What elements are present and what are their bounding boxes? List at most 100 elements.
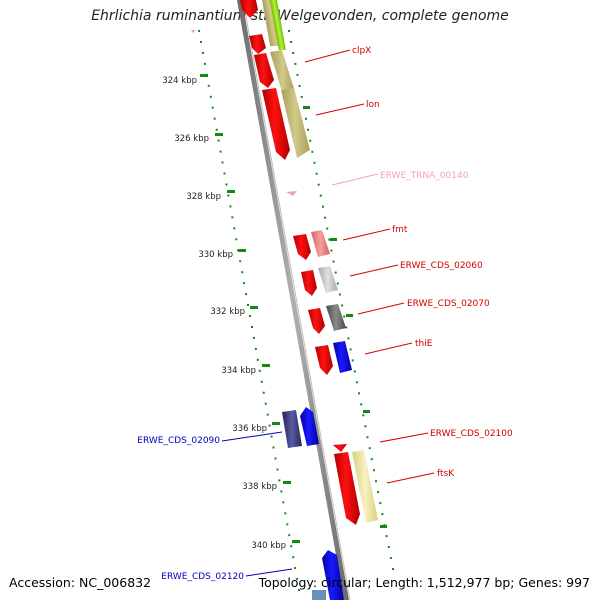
ruler-dot <box>343 315 346 318</box>
gene-fmt[interactable] <box>293 230 330 260</box>
ruler <box>200 74 300 543</box>
ruler-dot <box>256 358 259 361</box>
map-title: Ehrlichia ruminantium str. Welgevonden, … <box>91 8 509 24</box>
ruler-dot <box>207 84 210 87</box>
ruler-dot <box>243 282 246 285</box>
ruler-label: 340 kbp <box>251 541 286 551</box>
connector-fmt <box>342 228 391 241</box>
gene-arrow <box>322 550 344 600</box>
cog-block-partial <box>270 0 286 50</box>
gene-label[interactable]: ERWE_TRNA_00140 <box>380 171 469 181</box>
ruler-label: 328 kbp <box>186 192 221 202</box>
ruler-dot <box>268 424 271 427</box>
gene-label[interactable]: ftsK <box>437 469 455 479</box>
gene-clpX[interactable] <box>254 50 295 95</box>
ruler-tick <box>238 249 246 252</box>
ruler-dot <box>349 348 352 351</box>
ruler-label: 338 kbp <box>242 482 277 492</box>
ruler-dot <box>319 194 322 197</box>
gene-label[interactable]: clpX <box>352 46 371 56</box>
topology-summary: Topology: circular; Length: 1,512,977 bp… <box>258 575 590 590</box>
ruler-label: 336 kbp <box>232 424 267 434</box>
ruler-dot <box>282 501 285 504</box>
cog-block <box>352 450 378 523</box>
ruler-dot <box>300 95 303 98</box>
gene-label[interactable]: ERWE_CDS_02100 <box>430 429 513 439</box>
gene-label[interactable]: ERWE_CDS_02060 <box>400 261 483 271</box>
gene-arrow <box>300 407 319 446</box>
ruler-dot <box>239 260 242 263</box>
gene-label[interactable]: fmt <box>392 225 408 235</box>
gene-label[interactable]: ERWE_CDS_02090 <box>137 436 220 446</box>
ruler-dot <box>326 227 329 230</box>
ruler-dot <box>322 205 324 208</box>
genome-backbone <box>237 0 349 600</box>
ruler-dot <box>379 502 382 505</box>
ruler-dot <box>198 30 200 32</box>
outer-tick <box>303 106 310 109</box>
ruler-dot <box>328 238 331 241</box>
ruler-dot <box>227 194 230 197</box>
label-connectors <box>221 49 435 577</box>
gene-ERWE_TRNA_00140[interactable] <box>286 191 297 196</box>
cog-block <box>311 230 330 257</box>
gene-ERWE_CDS_02090[interactable] <box>282 407 319 448</box>
ruler-dot <box>368 447 371 450</box>
ruler-dot <box>358 392 360 395</box>
ruler-dot <box>270 435 273 438</box>
gene-lon[interactable] <box>262 88 310 160</box>
ruler-dot <box>262 391 265 394</box>
ruler-dot <box>235 238 238 241</box>
ruler-dot <box>266 413 269 416</box>
ruler-label: 330 kbp <box>198 250 233 260</box>
ruler-dot <box>213 117 216 120</box>
gene-arrow <box>254 53 274 88</box>
connector-thiE <box>364 342 413 355</box>
ruler-dot <box>296 578 299 581</box>
small-feature-marker <box>191 30 196 33</box>
gene-label[interactable]: lon <box>366 100 380 110</box>
ruler-dot <box>221 161 224 164</box>
ruler-dot <box>200 41 202 43</box>
ruler-dot <box>353 370 356 373</box>
ruler-dot <box>294 62 297 65</box>
ruler-dot <box>274 457 277 460</box>
gene-arrow <box>286 191 297 196</box>
outer-tick <box>380 525 387 528</box>
gene-label[interactable]: ERWE_CDS_02070 <box>407 299 490 309</box>
ruler-label: 332 kbp <box>210 307 245 317</box>
ruler-dot <box>375 480 377 483</box>
ruler-dot <box>336 282 339 285</box>
ruler-dot <box>315 172 318 175</box>
ruler-tick <box>215 133 223 136</box>
ruler-dot <box>245 293 248 296</box>
ruler-dot <box>278 479 281 482</box>
connector-02120 <box>245 568 293 577</box>
gene-arrow-partial <box>240 0 258 18</box>
ruler-dot <box>249 315 251 317</box>
ruler-tick <box>250 306 258 309</box>
ruler-dot <box>292 52 295 54</box>
gene-ftsK[interactable] <box>334 450 378 525</box>
ruler-tick <box>200 74 208 77</box>
ruler-dot <box>345 326 348 329</box>
gene-thiE[interactable] <box>315 341 352 375</box>
ruler-dot <box>305 117 307 120</box>
ruler-dot <box>241 271 244 274</box>
gene-ERWE_CDS_02120[interactable] <box>312 550 344 600</box>
gene-label[interactable]: thiE <box>415 339 433 349</box>
ruler-dot <box>360 403 363 406</box>
ruler-labels: 324 kbp 326 kbp 328 kbp 330 kbp 332 kbp … <box>162 76 286 551</box>
gene-ERWE_CDS_02060[interactable] <box>301 266 338 296</box>
ruler-dot <box>254 347 257 350</box>
connector-02090 <box>221 431 283 442</box>
gene-label[interactable]: ERWE_CDS_02120 <box>161 572 244 582</box>
gene-ERWE_CDS_02100[interactable] <box>333 444 347 452</box>
gene-ERWE_CDS_02070[interactable] <box>308 304 346 334</box>
ruler-tick <box>262 364 270 367</box>
ruler-dot <box>225 183 228 186</box>
ruler-dot <box>264 402 267 405</box>
ruler-dot <box>296 73 299 76</box>
ruler-dot <box>258 369 261 372</box>
